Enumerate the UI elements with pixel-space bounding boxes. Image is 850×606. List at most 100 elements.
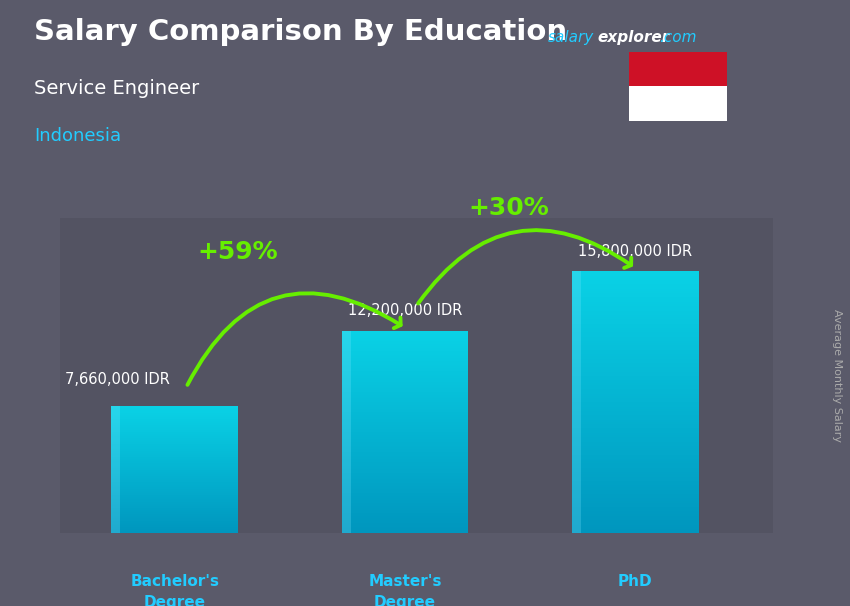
Bar (342, 351, 468, 353)
Bar (572, 503, 699, 505)
Bar (111, 435, 238, 436)
Bar (342, 341, 468, 343)
Bar (572, 409, 699, 411)
Bar (342, 525, 468, 527)
Bar (572, 437, 699, 439)
Bar (342, 452, 468, 454)
Bar (111, 478, 238, 479)
Bar (342, 428, 468, 430)
Bar (572, 391, 699, 393)
Bar (342, 344, 468, 346)
Bar (572, 302, 699, 304)
Bar (342, 373, 468, 375)
Bar (572, 450, 699, 453)
Bar (342, 437, 468, 439)
Bar (572, 476, 699, 479)
Bar (572, 428, 699, 431)
Bar (572, 282, 699, 284)
Bar (342, 405, 468, 407)
Bar (572, 424, 699, 426)
Bar (111, 512, 238, 513)
Bar (572, 291, 699, 293)
Bar (572, 345, 699, 348)
Text: Indonesia: Indonesia (34, 127, 121, 145)
Text: 7,660,000 IDR: 7,660,000 IDR (65, 372, 169, 387)
Bar (572, 522, 699, 525)
Bar (572, 326, 699, 328)
Bar (342, 436, 468, 437)
Bar (342, 422, 468, 424)
Bar (111, 508, 238, 509)
Bar (342, 513, 468, 514)
Bar (111, 434, 238, 435)
Bar (111, 494, 238, 495)
Bar (342, 441, 468, 442)
Bar (342, 376, 468, 378)
Bar (111, 525, 238, 526)
Bar (111, 462, 238, 464)
Bar (572, 474, 699, 476)
Bar (342, 447, 468, 449)
Bar (111, 406, 238, 407)
Bar (342, 425, 468, 427)
Bar (342, 496, 468, 498)
Bar (342, 383, 468, 385)
Bar (111, 516, 238, 518)
Bar (342, 385, 468, 387)
Bar (111, 415, 238, 416)
Bar (111, 437, 238, 438)
Bar (342, 371, 468, 373)
Bar (342, 397, 468, 398)
Bar (572, 389, 699, 391)
Bar (572, 411, 699, 413)
Bar (572, 365, 699, 367)
Bar (572, 321, 699, 324)
Bar (342, 518, 468, 520)
Bar (111, 474, 238, 475)
Bar (111, 461, 238, 462)
Bar (111, 527, 238, 528)
Bar (342, 338, 468, 339)
Bar (111, 492, 238, 493)
Bar (111, 465, 238, 467)
Bar (572, 472, 699, 474)
Bar (342, 348, 468, 350)
Bar (342, 467, 468, 469)
Bar (111, 418, 238, 419)
Bar (572, 404, 699, 407)
Bar (342, 506, 468, 508)
Bar (342, 421, 468, 422)
Bar (111, 518, 238, 519)
Bar (342, 375, 468, 376)
Bar (572, 350, 699, 352)
Bar (111, 425, 238, 427)
Bar (572, 485, 699, 487)
Bar (111, 523, 238, 524)
Bar (572, 431, 699, 433)
Bar (111, 423, 238, 424)
Bar (572, 448, 699, 450)
Bar (342, 387, 468, 388)
Bar (572, 339, 699, 341)
Bar (572, 356, 699, 359)
Bar (572, 454, 699, 457)
Bar (572, 442, 699, 444)
Bar (111, 514, 238, 515)
Bar (572, 324, 699, 326)
Bar (111, 448, 238, 450)
Bar (572, 516, 699, 518)
Bar (342, 449, 468, 451)
Bar (342, 412, 468, 413)
Bar (342, 355, 468, 356)
Bar (572, 355, 699, 356)
Bar (342, 523, 468, 525)
Text: 15,800,000 IDR: 15,800,000 IDR (578, 244, 693, 259)
Bar (572, 398, 699, 400)
Bar (111, 440, 238, 441)
Bar (111, 455, 238, 456)
Bar (342, 442, 468, 444)
Bar (342, 476, 468, 478)
Bar (572, 393, 699, 396)
Bar (572, 505, 699, 507)
Bar (572, 328, 699, 330)
